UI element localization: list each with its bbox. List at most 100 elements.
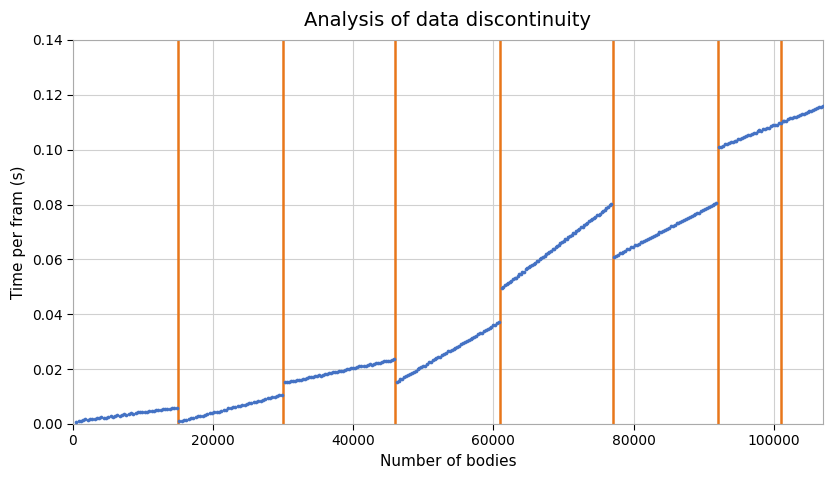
Point <box>298 375 311 383</box>
Point <box>304 373 318 381</box>
Point <box>598 206 611 214</box>
Point <box>333 368 346 375</box>
Point <box>320 371 334 378</box>
Point <box>670 219 683 227</box>
Point <box>799 109 812 117</box>
Point <box>745 130 758 138</box>
Point <box>456 339 470 347</box>
Point <box>683 213 696 221</box>
Point <box>314 372 328 379</box>
Point <box>409 367 422 374</box>
Point <box>222 404 235 412</box>
Point <box>168 404 181 412</box>
Point <box>508 275 521 282</box>
Point <box>74 417 88 424</box>
Point <box>326 368 339 376</box>
Point <box>611 251 625 259</box>
Point <box>316 371 329 379</box>
Point <box>213 408 226 415</box>
Point <box>736 134 749 142</box>
Point <box>447 345 460 353</box>
Point <box>479 326 492 334</box>
Point <box>589 213 602 221</box>
Point <box>450 343 464 350</box>
Point <box>580 219 594 227</box>
Point <box>365 360 379 368</box>
Point <box>592 211 605 218</box>
Point <box>734 135 747 143</box>
Point <box>613 249 626 257</box>
Point <box>772 119 786 127</box>
Point <box>93 414 106 422</box>
Point <box>787 113 801 120</box>
Point <box>361 361 374 369</box>
Point <box>545 247 558 255</box>
Point <box>286 377 299 385</box>
Point <box>628 241 641 249</box>
Point <box>161 405 174 413</box>
Point <box>178 416 191 423</box>
Point <box>252 397 265 405</box>
Point <box>435 352 449 360</box>
Point <box>501 279 515 287</box>
Point <box>576 223 590 231</box>
Point <box>724 139 737 146</box>
Point <box>500 280 513 288</box>
Point <box>219 406 233 413</box>
Title: Analysis of data discontinuity: Analysis of data discontinuity <box>304 11 591 30</box>
Point <box>582 217 595 225</box>
Point <box>245 399 259 407</box>
Point <box>784 115 797 122</box>
Point <box>730 137 743 144</box>
Point <box>540 250 553 258</box>
Point <box>383 357 396 365</box>
Point <box>477 327 490 335</box>
Point <box>535 254 548 262</box>
Point <box>306 373 319 381</box>
Point <box>210 408 224 415</box>
Point <box>632 240 646 248</box>
Point <box>394 375 407 383</box>
Point <box>77 416 90 424</box>
Point <box>261 395 274 402</box>
Point <box>428 355 441 363</box>
Point <box>708 200 721 208</box>
Point <box>513 271 526 278</box>
Point <box>641 235 655 243</box>
Point <box>720 140 733 148</box>
Point <box>90 415 103 422</box>
Point <box>640 236 653 244</box>
Point <box>515 270 528 277</box>
Point <box>601 204 615 211</box>
Point <box>208 408 221 416</box>
Y-axis label: Time per fram (s): Time per fram (s) <box>11 165 26 299</box>
Point <box>381 357 394 365</box>
Point <box>399 372 413 380</box>
Point <box>154 406 168 414</box>
Point <box>722 139 736 146</box>
Point <box>594 210 607 217</box>
Point <box>692 209 706 216</box>
Point <box>578 221 591 229</box>
Point <box>584 216 597 224</box>
Point <box>568 229 581 237</box>
Point <box>805 107 818 115</box>
Point <box>789 113 802 120</box>
Point <box>704 202 717 210</box>
Point <box>816 102 830 109</box>
Point <box>275 391 289 399</box>
Point <box>420 360 434 367</box>
Point <box>395 375 409 383</box>
Point <box>662 224 676 231</box>
Point <box>499 282 512 289</box>
Point <box>814 103 827 111</box>
Point <box>390 378 404 386</box>
Point <box>120 411 133 419</box>
Point <box>801 108 814 116</box>
Point <box>753 127 766 134</box>
Point <box>565 231 578 239</box>
Point <box>524 262 537 270</box>
Point <box>655 228 668 236</box>
Point <box>266 394 279 401</box>
Point <box>231 402 244 410</box>
